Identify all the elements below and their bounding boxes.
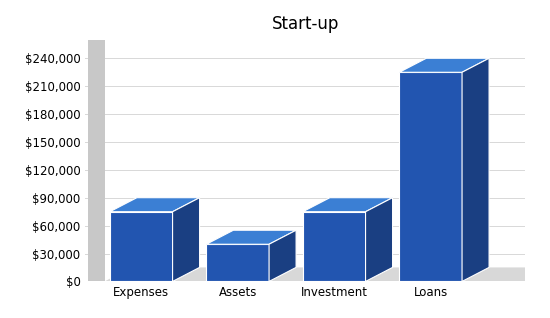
Polygon shape (399, 72, 462, 281)
Polygon shape (399, 58, 489, 72)
Polygon shape (462, 58, 489, 281)
Polygon shape (110, 212, 173, 281)
Title: Start-up: Start-up (272, 15, 339, 33)
Polygon shape (104, 267, 550, 281)
Polygon shape (206, 230, 296, 244)
Polygon shape (110, 198, 200, 212)
Polygon shape (206, 244, 269, 281)
Polygon shape (88, 40, 104, 281)
Polygon shape (366, 198, 393, 281)
Polygon shape (88, 26, 131, 40)
Polygon shape (303, 212, 366, 281)
Polygon shape (269, 230, 296, 281)
Polygon shape (173, 198, 200, 281)
Polygon shape (303, 198, 393, 212)
